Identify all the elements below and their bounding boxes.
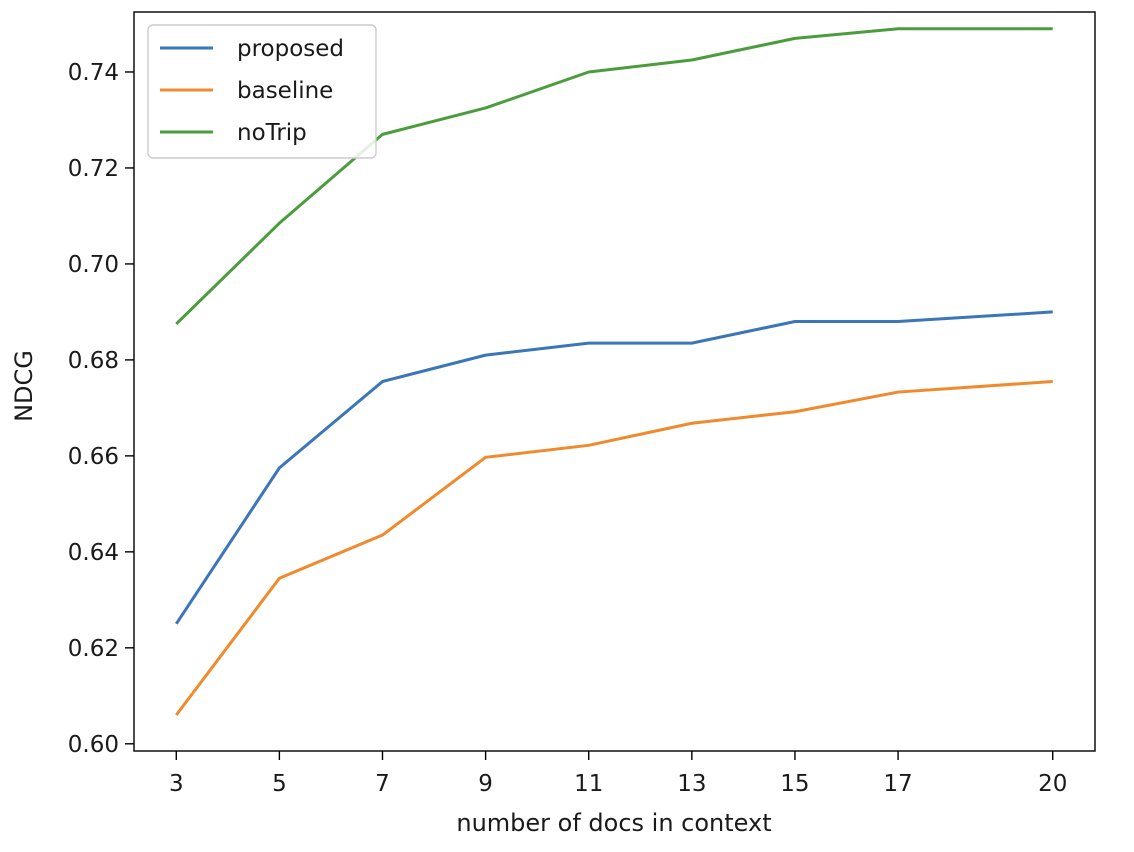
data-point-baseline [587, 444, 590, 447]
data-point-noTrip [484, 106, 487, 109]
y-axis: 0.60 0.62 0.64 0.66 0.68 0.70 0.72 0.74 [68, 60, 134, 758]
data-point-noTrip [175, 322, 178, 325]
series-baseline [175, 380, 1054, 717]
x-tick-label: 11 [574, 771, 603, 797]
data-point-baseline [793, 410, 796, 413]
data-point-proposed [897, 320, 900, 323]
data-point-proposed [793, 320, 796, 323]
legend-item-noTrip: noTrip [160, 120, 307, 146]
x-axis-label: number of docs in context [456, 809, 771, 837]
legend-label: noTrip [237, 120, 307, 146]
y-tick-label: 0.64 [68, 540, 119, 566]
series-proposed [175, 310, 1054, 625]
data-point-noTrip [793, 37, 796, 40]
y-tick-label: 0.62 [68, 636, 119, 662]
data-point-noTrip [690, 58, 693, 61]
data-point-proposed [175, 622, 178, 625]
y-tick-label: 0.66 [68, 444, 119, 470]
y-tick-label: 0.74 [68, 60, 119, 86]
legend-item-proposed: proposed [160, 36, 344, 62]
x-tick-label: 15 [780, 771, 809, 797]
data-point-baseline [278, 577, 281, 580]
legend: proposed baseline noTrip [147, 24, 377, 159]
data-point-noTrip [1051, 27, 1054, 30]
data-point-baseline [690, 422, 693, 425]
plot-frame [133, 11, 1096, 752]
data-point-baseline [381, 534, 384, 537]
data-point-baseline [484, 456, 487, 459]
plot-series [175, 27, 1054, 717]
x-tick-label: 17 [883, 771, 912, 797]
y-axis-label: NDCG [10, 350, 38, 422]
data-point-baseline [1051, 380, 1054, 383]
series-line-proposed [175, 310, 1053, 625]
data-point-noTrip [278, 222, 281, 225]
x-tick-label: 20 [1038, 771, 1067, 797]
legend-item-baseline: baseline [160, 78, 333, 104]
series-noTrip [175, 27, 1054, 325]
series-line-noTrip [175, 27, 1053, 325]
data-point-proposed [690, 342, 693, 345]
legend-label: baseline [237, 78, 333, 104]
legend-box [147, 24, 377, 159]
x-tick-label: 3 [169, 771, 184, 797]
y-tick-label: 0.60 [68, 732, 119, 758]
y-tick-label: 0.72 [68, 156, 119, 182]
x-tick-label: 13 [677, 771, 706, 797]
x-axis: 3 5 7 9 11 13 15 17 20 [169, 751, 1067, 797]
legend-label: proposed [237, 36, 344, 62]
series-line-baseline [175, 380, 1053, 716]
data-point-noTrip [587, 70, 590, 73]
data-point-baseline [897, 391, 900, 394]
data-point-noTrip [897, 27, 900, 30]
x-tick-label: 9 [478, 771, 493, 797]
data-point-noTrip [381, 133, 384, 136]
y-tick-label: 0.68 [68, 348, 119, 374]
data-point-baseline [175, 714, 178, 717]
data-point-proposed [1051, 310, 1054, 313]
data-point-proposed [381, 380, 384, 383]
x-tick-label: 7 [375, 771, 390, 797]
y-tick-label: 0.70 [68, 252, 119, 278]
data-point-proposed [587, 342, 590, 345]
x-tick-label: 5 [272, 771, 287, 797]
data-point-proposed [278, 466, 281, 469]
data-point-proposed [484, 354, 487, 357]
